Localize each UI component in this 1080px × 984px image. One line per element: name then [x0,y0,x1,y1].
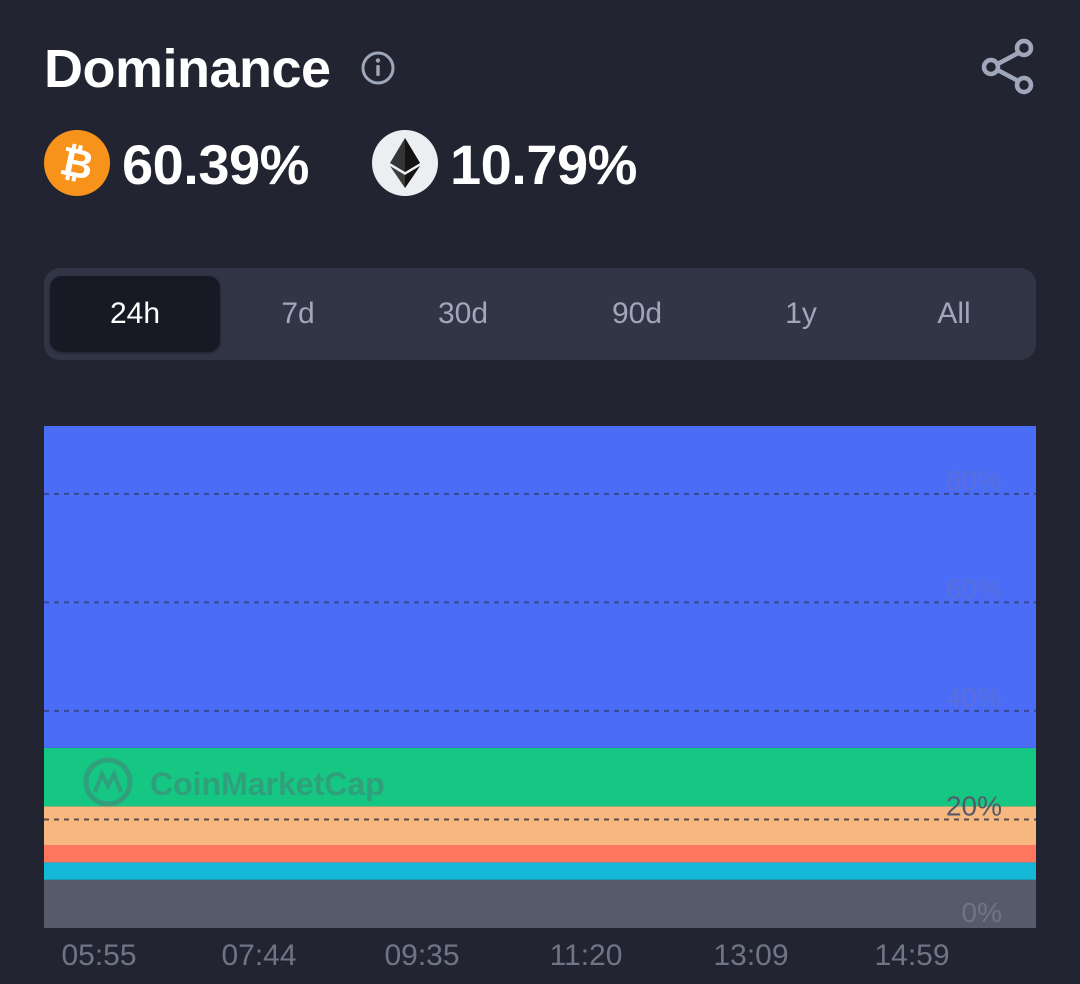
info-circle-icon[interactable] [360,50,396,86]
coinmarketcap-logo-mark [93,769,123,793]
page-title: Dominance [44,39,331,99]
header: Dominance [44,36,1036,106]
dominance-chart: 0% 20% 40% 60% 80% 05:55 07:44 09:35 11:20 13:09 1… [44,426,1036,972]
y-tick-label: 0% [962,897,1002,928]
bitcoin-icon: ₿ [44,130,110,196]
area-series-1 [44,862,1036,880]
y-tick-label: 80% [946,465,1002,496]
tab-1y[interactable]: 1y [785,297,817,330]
x-tick-label: 13:09 [713,939,788,972]
y-tick-label: 20% [946,790,1002,821]
watermark: CoinMarketCap [83,757,385,807]
tab-30d[interactable]: 30d [437,297,489,330]
area-series-4 [44,747,1036,807]
y-tick-label: 40% [946,682,1002,713]
x-tick-label: 14:59 [874,939,949,972]
ethereum-icon [372,130,438,196]
tab-24h[interactable]: 24h [50,276,220,352]
area-series-5 [44,426,1036,748]
x-tick-label: 05:55 [61,939,136,972]
area-series-2 [44,844,1036,863]
time-range-tabs: 24h 7d 30d 90d 1y All [44,268,1036,360]
share-icon[interactable] [980,36,1036,96]
y-tick-label: 60% [946,573,1002,604]
coinmarketcap-logo-icon [83,757,133,807]
x-tick-label: 11:20 [550,939,623,972]
watermark-text: CoinMarketCap [150,766,385,802]
dominance-stats: ₿ 60.39% 10.79% [44,128,1044,198]
tab-7d[interactable]: 7d [281,297,315,330]
tab-90d[interactable]: 90d [611,297,663,330]
tab-all[interactable]: All [937,297,971,330]
x-tick-label: 09:35 [384,939,459,972]
bitcoin-dominance-value: 60.39% [122,133,309,196]
x-tick-label: 07:44 [221,939,296,972]
ethereum-dominance-value: 10.79% [450,133,637,196]
area-series-3 [44,806,1036,845]
area-series-0 [44,879,1036,928]
